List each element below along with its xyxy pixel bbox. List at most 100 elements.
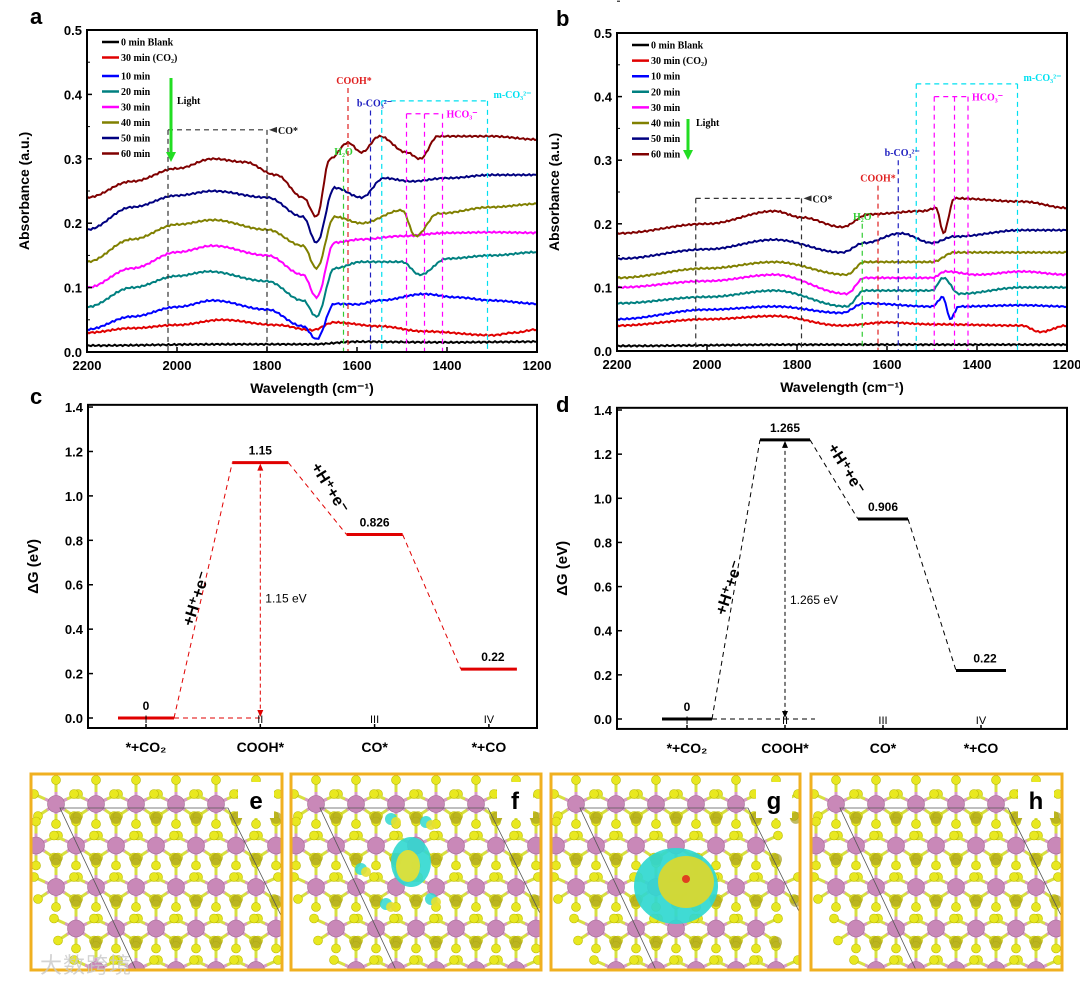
s-atom-below [590,894,602,907]
h2o-label: H₂O [853,212,872,223]
light-arrow-head-icon [166,152,176,162]
mo-atom [31,836,45,855]
s-atom [311,775,321,785]
s-atom [151,943,161,954]
s-atom [594,978,603,985]
s-atom [129,830,139,841]
s-atom [531,860,541,871]
bond [216,968,219,970]
mo-atom [427,961,445,970]
s-atom-below [130,936,142,949]
mo-atom [367,919,385,938]
s-atom [449,955,459,965]
s-atom [249,830,259,841]
s-atom-below [190,978,202,985]
mo-atom [187,836,205,855]
mo-atom [867,878,885,896]
s-atom [711,860,721,871]
value-label-3: 0.22 [481,650,505,664]
arrow-down-icon [257,710,264,717]
series-line-2 [616,295,1068,322]
s-atom [1029,913,1039,924]
s-atom [750,978,759,985]
s-atom [471,775,481,785]
bond [696,968,699,970]
state-label-3: *+CO [472,739,507,755]
s-atom [471,902,481,912]
s-atom [389,913,399,924]
s-atom [710,978,719,985]
s-atom-below [430,936,442,949]
y-tick-label: 1.4 [594,403,613,418]
value-label-3: 0.22 [973,651,997,665]
s-atom [811,860,821,871]
s-atom [331,943,341,954]
y-tick-label: 0.5 [594,26,612,41]
s-atom [609,913,619,924]
adsorbate-atom [682,875,690,883]
s-atom-below [970,894,982,907]
s-atom [10,831,19,840]
structure-panel-e: e [10,772,284,985]
s-atom [371,943,381,954]
s-atom [231,860,241,871]
bond [356,968,359,970]
y-tick-label: 0.4 [594,624,613,639]
s-atom [329,955,339,965]
s-atom [51,902,61,912]
s-atom [171,819,181,829]
s-atom [751,860,761,871]
s-atom [971,860,981,871]
s-atom [49,830,59,841]
s-atom [374,978,383,985]
mo-atom [767,878,785,896]
series-line-1 [616,314,1068,334]
light-label: Light [696,118,720,129]
s-atom [190,978,199,985]
mo-atom [307,878,325,896]
legend-label-0: 0 min Blank [121,38,174,49]
plot-frame [616,406,1068,730]
s-atom [511,819,521,829]
state-label-2: CO* [870,740,897,756]
label-bg [756,782,792,818]
connector-line-1 [809,439,859,520]
mo-atom [387,961,405,970]
s-atom [991,819,1001,829]
s-atom [291,816,301,827]
charge-density-blob [361,867,371,877]
s-atom [211,902,221,912]
state-roman-1: II [257,714,263,726]
mo-atom [147,919,165,938]
s-atom [854,978,863,985]
s-atom [611,775,621,785]
mo-atom [127,878,145,896]
s-atom-below [770,853,782,866]
bond [476,968,479,970]
mo-atom [847,836,865,855]
legend-label-6: 50 min [651,134,681,145]
mco3-label: m-CO₃²⁻ [494,90,532,101]
mo-atom [487,836,505,855]
bond [616,968,619,970]
y-tick-label: 0.4 [64,87,83,102]
s-atom [33,894,43,904]
mo-atom [987,795,1005,813]
structure-frame [29,772,284,972]
mo-atom [387,795,405,813]
s-atom [69,955,79,965]
s-atom-below [450,894,462,907]
bond [1033,968,1036,970]
s-atom [831,902,841,912]
co-label: CO* [813,194,833,205]
mo-atom [907,961,925,970]
s-atom-below [410,978,422,985]
s-atom [331,860,341,871]
x-tick-label: 1200 [1053,357,1080,372]
s-atom [751,943,761,954]
legend-label-7: 60 min [651,150,681,161]
s-atom [969,872,979,882]
s-atom [894,978,903,985]
s-atom [553,894,563,904]
